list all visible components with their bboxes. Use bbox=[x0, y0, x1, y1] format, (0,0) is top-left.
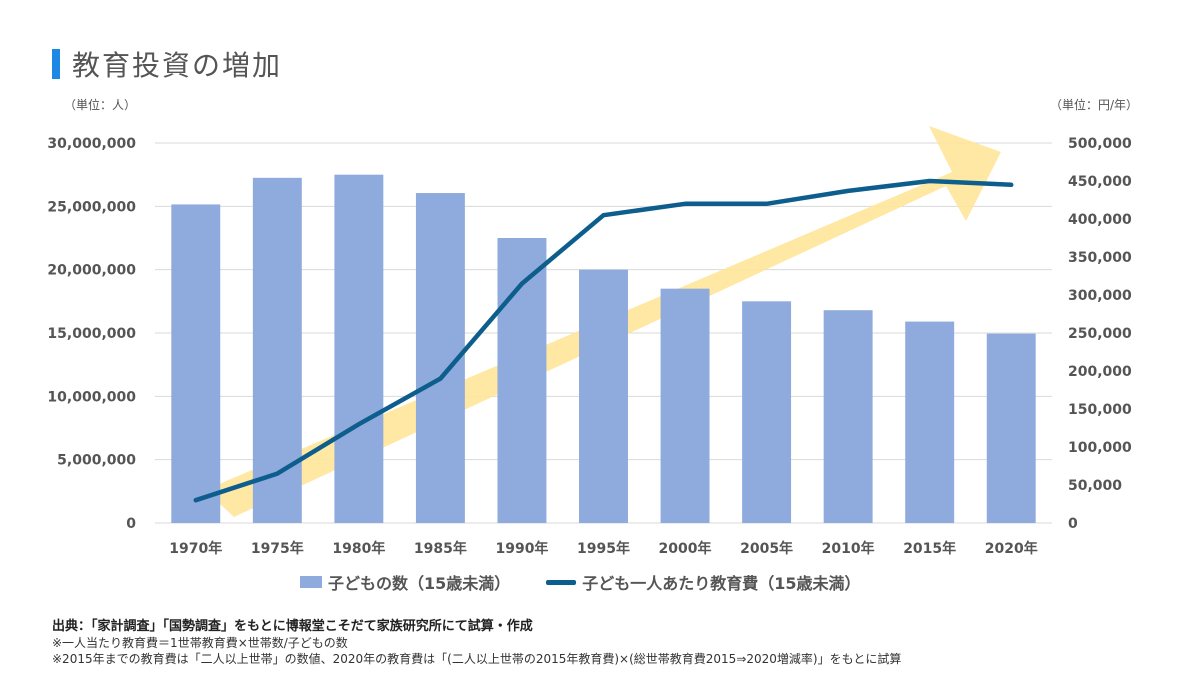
x-tick-label: 2020年 bbox=[985, 540, 1038, 557]
right-tick-label: 250,000 bbox=[1068, 326, 1132, 342]
right-tick-label: 100,000 bbox=[1068, 440, 1132, 456]
x-tick-label: 1970年 bbox=[169, 540, 222, 557]
bar-1980年 bbox=[334, 174, 384, 523]
x-tick-label: 2010年 bbox=[822, 540, 875, 557]
legend-bar-label: 子どもの数（15歳未満） bbox=[328, 574, 511, 593]
x-tick-label: 1995年 bbox=[577, 540, 630, 557]
bar-2000年 bbox=[660, 288, 710, 523]
x-tick-label: 1985年 bbox=[414, 540, 467, 557]
bar-2020年 bbox=[986, 333, 1036, 523]
left-axis-unit: （単位：人） bbox=[64, 98, 137, 112]
left-tick-label: 0 bbox=[126, 516, 136, 532]
right-tick-label: 0 bbox=[1068, 516, 1078, 532]
left-tick-label: 15,000,000 bbox=[47, 326, 136, 342]
x-tick-label: 1975年 bbox=[251, 540, 304, 557]
right-axis-unit: （単位：円/年） bbox=[1049, 98, 1138, 112]
footnote-2: ※2015年までの教育費は「二人以上世帯」の数値、2020年の教育費は「(二人以… bbox=[52, 652, 902, 666]
bar-2015年 bbox=[905, 321, 955, 523]
right-tick-label: 400,000 bbox=[1068, 212, 1132, 228]
right-tick-label: 150,000 bbox=[1068, 402, 1132, 418]
footnote-1: ※一人当たり教育費＝1世帯教育費×世帯数/子どもの数 bbox=[52, 636, 348, 650]
legend: 子どもの数（15歳未満） 子ども一人あたり教育費（15歳未満） bbox=[300, 570, 861, 594]
left-tick-label: 20,000,000 bbox=[47, 263, 136, 279]
x-tick-label: 1980年 bbox=[332, 540, 385, 557]
title-accent-bar bbox=[52, 49, 60, 79]
left-tick-label: 5,000,000 bbox=[57, 453, 136, 469]
bar-2010年 bbox=[823, 310, 873, 523]
right-tick-label: 200,000 bbox=[1068, 364, 1132, 380]
source-note: 出典：「家計調査」「国勢調査」をもとに博報堂こそだて家族研究所にて試算・作成 bbox=[52, 619, 533, 634]
bar-2005年 bbox=[742, 301, 792, 523]
notes-block: 出典：「家計調査」「国勢調査」をもとに博報堂こそだて家族研究所にて試算・作成 ※… bbox=[52, 619, 901, 667]
left-tick-label: 10,000,000 bbox=[47, 389, 136, 405]
bar-1995年 bbox=[579, 269, 628, 523]
right-tick-label: 350,000 bbox=[1068, 250, 1132, 266]
left-y-ticks: 0 5,000,000 10,000,000 15,000,000 20,000,000… bbox=[47, 136, 136, 532]
legend-line-label: 子ども一人あたり教育費（15歳未満） bbox=[582, 574, 861, 593]
x-tick-label: 1990年 bbox=[495, 540, 548, 557]
left-tick-label: 25,000,000 bbox=[47, 199, 136, 215]
legend-line-swatch bbox=[546, 579, 577, 585]
x-tick-label: 2000年 bbox=[659, 540, 712, 557]
right-y-ticks: 0 50,000 100,000 150,000 200,000 250,000 300,0… bbox=[1068, 136, 1132, 532]
bar-series bbox=[171, 174, 1036, 524]
bar-1970年 bbox=[171, 204, 221, 523]
title-block: 教育投資の増加 bbox=[52, 44, 282, 84]
page-title: 教育投資の増加 bbox=[72, 49, 283, 82]
right-tick-label: 450,000 bbox=[1068, 174, 1132, 190]
right-tick-label: 500,000 bbox=[1068, 136, 1132, 152]
x-tick-label: 2005年 bbox=[740, 540, 793, 557]
right-tick-label: 50,000 bbox=[1068, 478, 1122, 494]
line-series bbox=[193, 178, 1014, 503]
x-tick-label: 2015年 bbox=[903, 540, 956, 557]
left-tick-label: 30,000,000 bbox=[47, 136, 136, 152]
x-ticks: 1970年 1975年 1980年 1985年 1990年 1995年 2000年 2005年… bbox=[169, 540, 1037, 557]
legend-bar-swatch bbox=[300, 576, 322, 588]
right-tick-label: 300,000 bbox=[1068, 288, 1132, 304]
